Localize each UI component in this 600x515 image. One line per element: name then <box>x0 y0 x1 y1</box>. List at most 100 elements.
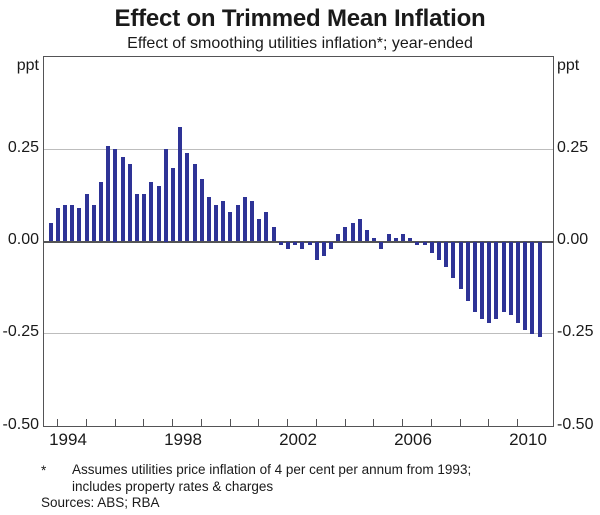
bar-2009Q4 <box>508 241 513 316</box>
x-axis-tick-2004 <box>344 419 346 426</box>
x-axis-tick-1999 <box>200 419 202 426</box>
bar-2005Q4 <box>393 237 398 242</box>
bar-2001Q3 <box>271 226 276 242</box>
chart-title: Effect on Trimmed Mean Inflation <box>114 5 486 32</box>
bar-2000Q2 <box>235 204 240 242</box>
bar-2008Q4 <box>480 241 485 319</box>
bar-2003Q4 <box>336 234 341 242</box>
x-axis-tick-2007 <box>430 419 432 426</box>
bar-2001Q1 <box>257 219 262 242</box>
x-axis-label-2006: 2006 <box>394 430 432 449</box>
y-axis-unit-right: ppt <box>557 57 580 74</box>
bar-1995Q2 <box>91 204 96 242</box>
x-axis-tick-1998 <box>172 419 173 426</box>
bar-1993Q4 <box>48 223 53 242</box>
bar-2006Q2 <box>408 237 413 242</box>
bar-2003Q2 <box>321 241 326 257</box>
bar-2005Q3 <box>386 234 391 242</box>
bar-2005Q2 <box>379 241 384 249</box>
x-axis-tick-1997 <box>143 419 145 426</box>
bar-2002Q3 <box>300 241 305 249</box>
footnote-line-1: Assumes utilities price inflation of 4 p… <box>72 462 472 477</box>
bar-2009Q2 <box>494 241 499 319</box>
sources-note: Sources: ABS; RBA <box>41 495 160 510</box>
bar-2001Q2 <box>264 211 269 242</box>
y-axis-label-left-neg050: -0.50 <box>2 416 39 433</box>
y-axis-label-left-neg025: -0.25 <box>2 323 39 340</box>
bar-2005Q1 <box>372 237 377 242</box>
gridline--0.25 <box>44 333 553 335</box>
bar-2007Q4 <box>451 241 456 279</box>
y-axis-label-right-neg050: -0.50 <box>557 416 594 433</box>
bar-2010Q4 <box>537 241 542 338</box>
bar-2002Q1 <box>285 241 290 249</box>
bar-2007Q3 <box>444 241 449 268</box>
x-axis-label-1998: 1998 <box>164 430 202 449</box>
x-axis-tick-2006 <box>402 419 403 426</box>
bar-1997Q3 <box>156 186 161 242</box>
bar-2007Q2 <box>436 241 441 260</box>
y-axis-label-right-neg025: -0.25 <box>557 323 594 340</box>
bar-2003Q1 <box>314 241 319 260</box>
bar-1999Q1 <box>199 178 204 242</box>
bar-1994Q1 <box>55 208 60 242</box>
y-axis-label-left-025: 0.25 <box>7 139 39 156</box>
bar-2007Q1 <box>429 241 434 253</box>
x-axis-tick-1996 <box>114 419 116 426</box>
x-axis-tick-2000 <box>229 419 231 426</box>
bar-2003Q3 <box>329 241 334 249</box>
footnote-marker: * <box>41 463 47 478</box>
bar-1998Q2 <box>178 127 183 242</box>
bar-1998Q4 <box>192 164 197 242</box>
bar-1997Q1 <box>142 193 147 242</box>
bar-2010Q1 <box>516 241 521 323</box>
bar-1994Q3 <box>70 204 75 242</box>
bar-2001Q4 <box>278 241 283 246</box>
gridline-0.25 <box>44 148 553 150</box>
bar-2000Q4 <box>250 200 255 242</box>
bar-1995Q4 <box>106 145 111 242</box>
bar-1998Q3 <box>185 152 190 242</box>
x-axis-tick-2009 <box>488 419 490 426</box>
bar-2006Q3 <box>415 241 420 246</box>
bar-1996Q2 <box>120 156 125 242</box>
bar-2006Q1 <box>401 234 405 242</box>
bar-2010Q2 <box>523 241 528 331</box>
bar-2009Q3 <box>501 241 506 312</box>
x-axis-label-2002: 2002 <box>279 430 317 449</box>
bar-1995Q1 <box>84 193 89 242</box>
bar-2000Q1 <box>228 211 233 242</box>
bar-2006Q4 <box>422 241 427 246</box>
footnote-text: Assumes utilities price inflation of 4 p… <box>72 461 542 495</box>
bar-2004Q4 <box>365 230 370 242</box>
bar-2004Q3 <box>357 219 362 242</box>
footnote-line-2: includes property rates & charges <box>72 479 274 494</box>
bar-1994Q2 <box>63 204 68 242</box>
bar-2004Q2 <box>350 223 355 242</box>
bar-2002Q2 <box>293 241 298 246</box>
plot-area <box>43 56 554 427</box>
x-axis-tick-2001 <box>258 419 260 426</box>
x-axis-tick-2010 <box>517 419 518 426</box>
bar-1998Q1 <box>170 167 175 242</box>
bar-2008Q2 <box>465 241 470 301</box>
x-axis-tick-2005 <box>373 419 375 426</box>
bar-1996Q1 <box>113 149 118 242</box>
chart-subtitle: Effect of smoothing utilities inflation*… <box>127 35 473 52</box>
x-axis-tick-2008 <box>459 419 461 426</box>
x-axis-tick-1994 <box>57 419 58 426</box>
bar-1997Q4 <box>163 149 168 242</box>
bar-2009Q1 <box>487 241 492 323</box>
bar-1999Q2 <box>206 197 211 242</box>
bar-2002Q4 <box>307 241 312 246</box>
bar-1999Q3 <box>214 204 219 242</box>
x-axis-tick-1995 <box>85 419 87 426</box>
y-axis-label-left-000: 0.00 <box>7 231 39 248</box>
bar-2008Q3 <box>472 241 477 312</box>
bar-1995Q3 <box>99 182 104 242</box>
bar-2010Q3 <box>530 241 535 334</box>
bar-2000Q3 <box>242 197 247 242</box>
zero-axis-line <box>44 240 553 243</box>
bar-1997Q2 <box>149 182 154 242</box>
